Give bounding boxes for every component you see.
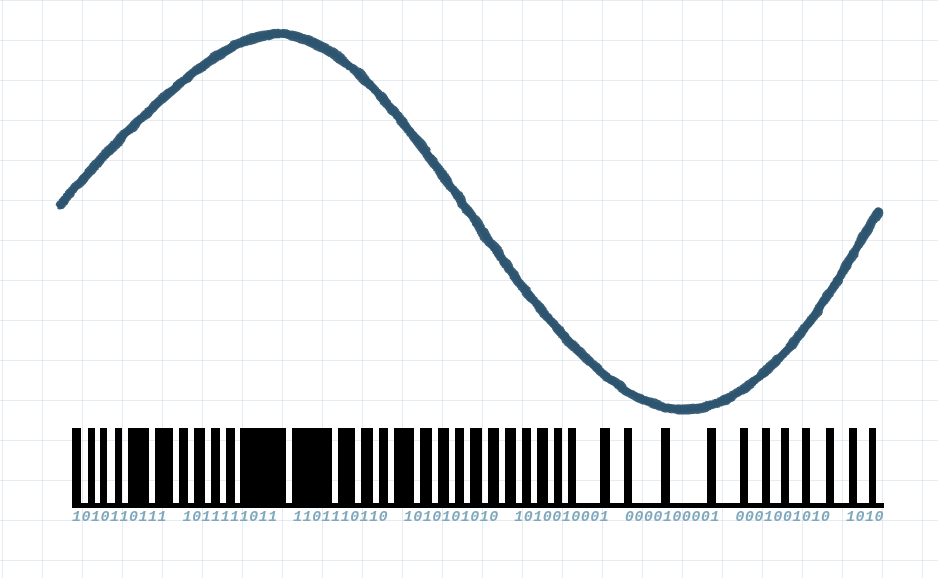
barcode-bar bbox=[470, 428, 482, 503]
binary-digit-group: 1011111011 bbox=[182, 509, 278, 526]
barcode-bar bbox=[88, 428, 95, 503]
binary-digit-group: 0000100001 bbox=[624, 509, 720, 526]
binary-digit-strip: 1010110111 1011111011 1101110110 1010101010… bbox=[72, 509, 884, 531]
barcode-bar bbox=[624, 428, 632, 503]
barcode-bar bbox=[505, 428, 516, 503]
barcode-bar bbox=[781, 428, 789, 503]
binary-digit-group: 1010 bbox=[845, 509, 884, 526]
barcode-baseline bbox=[72, 503, 884, 508]
barcode-bar bbox=[100, 428, 107, 503]
barcode-bar bbox=[438, 428, 449, 503]
barcode-bar bbox=[194, 428, 205, 503]
barcode-bar bbox=[455, 428, 464, 503]
barcode-bar bbox=[128, 428, 149, 503]
barcode-bar bbox=[826, 428, 834, 503]
barcode-bar bbox=[361, 428, 373, 503]
barcode-bar bbox=[537, 428, 548, 503]
barcode-bar bbox=[240, 428, 286, 503]
barcode-bar bbox=[707, 428, 716, 503]
barcode-bar bbox=[394, 428, 414, 503]
barcode-bar bbox=[568, 428, 576, 503]
barcode-bar bbox=[802, 428, 810, 503]
barcode-bar bbox=[155, 428, 173, 503]
barcode-bar bbox=[488, 428, 499, 503]
barcode-bar bbox=[72, 428, 81, 503]
binary-digit-group: 0001001010 bbox=[735, 509, 831, 526]
barcode-bar bbox=[420, 428, 432, 503]
binary-digit-group: 1010010001 bbox=[514, 509, 610, 526]
barcode-bar bbox=[600, 428, 610, 503]
binary-digit-group: 1101110110 bbox=[293, 509, 389, 526]
binary-digit-group: 1010110111 bbox=[72, 509, 168, 526]
binary-digit-group: 1010101010 bbox=[403, 509, 499, 526]
barcode-bar bbox=[661, 428, 670, 503]
barcode-bars bbox=[72, 428, 876, 503]
barcode-bar bbox=[869, 428, 876, 503]
barcode-bar bbox=[522, 428, 531, 503]
barcode-bar bbox=[292, 428, 332, 503]
barcode-bar bbox=[211, 428, 220, 503]
barcode-bar bbox=[762, 428, 770, 503]
barcode-bar bbox=[115, 428, 122, 503]
barcode-bar bbox=[338, 428, 355, 503]
barcode-bar bbox=[849, 428, 857, 503]
barcode-bar bbox=[379, 428, 388, 503]
barcode-bar bbox=[226, 428, 235, 503]
sine-curve bbox=[56, 30, 882, 413]
barcode-bar bbox=[179, 428, 188, 503]
barcode-bar bbox=[740, 428, 748, 503]
barcode-bar bbox=[554, 428, 562, 503]
sine-curve-group bbox=[55, 29, 883, 415]
